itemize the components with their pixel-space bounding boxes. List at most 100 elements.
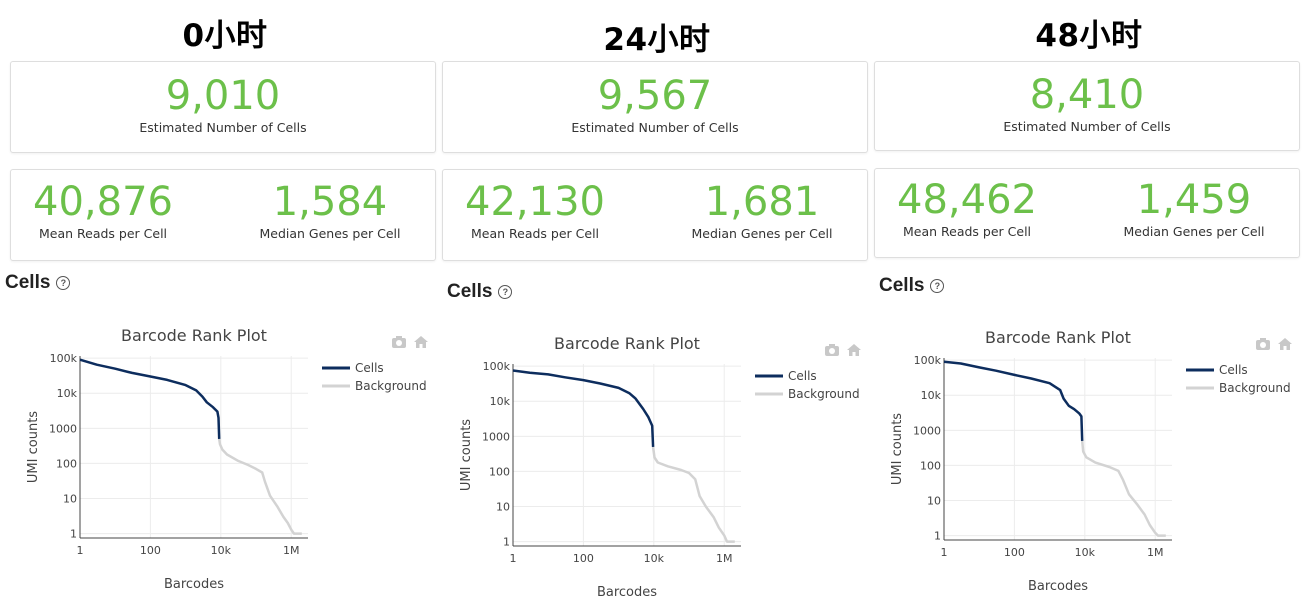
y-tick-label: 100k — [50, 352, 78, 365]
chart-title: Barcode Rank Plot — [985, 328, 1131, 347]
camera-top — [1260, 338, 1266, 341]
cells-section-title: Cells — [5, 272, 51, 293]
y-tick-label: 1000 — [49, 422, 77, 435]
legend-label-background: Background — [788, 387, 860, 401]
mean-reads-metric: 40,876 Mean Reads per Cell — [23, 180, 183, 241]
y-axis-label: UMI counts — [890, 413, 905, 485]
x-tick-label: 1 — [77, 544, 84, 557]
plot-area — [944, 358, 1172, 540]
x-tick-label: 1M — [283, 544, 300, 557]
y-tick-label: 1 — [70, 528, 77, 541]
series-line-cells — [512, 369, 655, 447]
y-tick-label: 1000 — [913, 424, 941, 437]
estimated-cells-value: 8,410 — [1029, 72, 1145, 118]
reads-genes-card: 48,462 Mean Reads per Cell 1,459 Median … — [874, 168, 1300, 258]
plot-area — [513, 364, 741, 546]
camera-icon[interactable] — [392, 336, 406, 348]
cells-section-header: Cells? — [5, 272, 71, 294]
x-axis-label: Barcodes — [164, 577, 224, 592]
y-tick-label: 10k — [490, 395, 511, 408]
estimated-cells-label: Estimated Number of Cells — [571, 120, 739, 135]
y-tick-label: 10 — [63, 493, 77, 506]
mean-reads-value: 42,130 — [465, 179, 605, 225]
reads-genes-card: 40,876 Mean Reads per Cell 1,584 Median … — [10, 169, 436, 261]
median-genes-metric: 1,584 Median Genes per Cell — [251, 180, 409, 241]
help-icon[interactable]: ? — [498, 284, 513, 299]
series-line-cells — [79, 358, 221, 439]
estimated-cells-metric: 9,567 Estimated Number of Cells — [443, 74, 867, 135]
timepoint-title: 48小时 — [1035, 18, 1143, 54]
median-genes-value: 1,459 — [1136, 177, 1252, 223]
reads-genes-card: 42,130 Mean Reads per Cell 1,681 Median … — [442, 169, 868, 261]
estimated-cells-label: Estimated Number of Cells — [139, 120, 307, 135]
camera-lens — [396, 340, 402, 346]
x-tick-label: 1 — [941, 546, 948, 559]
median-genes-label: Median Genes per Cell — [259, 226, 401, 241]
mean-reads-label: Mean Reads per Cell — [470, 226, 600, 241]
panel-0h: 0小时 9,010 Estimated Number of Cells 40,8… — [5, 0, 440, 608]
cells-section-title: Cells — [879, 275, 925, 296]
median-genes-metric: 1,681 Median Genes per Cell — [683, 180, 841, 241]
x-tick-label: 1M — [716, 552, 733, 565]
legend-label-cells: Cells — [1219, 363, 1248, 377]
cells-section-title: Cells — [447, 281, 493, 302]
x-tick-label: 100 — [140, 544, 161, 557]
estimated-cells-value: 9,010 — [165, 73, 281, 119]
y-tick-label: 100k — [914, 354, 942, 367]
legend-label-background: Background — [1219, 381, 1291, 395]
median-genes-value: 1,681 — [704, 179, 820, 225]
camera-top — [396, 336, 402, 339]
help-icon[interactable]: ? — [930, 278, 945, 293]
x-tick-label: 100 — [1004, 546, 1025, 559]
legend-label-cells: Cells — [355, 361, 384, 375]
home-shape — [1278, 338, 1292, 350]
camera-icon[interactable] — [825, 344, 839, 356]
y-tick-label: 100k — [483, 360, 511, 373]
y-axis-label: UMI counts — [26, 411, 41, 483]
x-tick-label: 10k — [1075, 546, 1096, 559]
cells-card: 9,010 Estimated Number of Cells — [10, 61, 436, 153]
y-tick-label: 100 — [489, 465, 510, 478]
home-icon[interactable] — [847, 344, 861, 356]
x-axis-label: Barcodes — [597, 585, 657, 600]
mean-reads-label: Mean Reads per Cell — [902, 224, 1032, 239]
home-icon[interactable] — [1278, 338, 1292, 350]
timepoint-title: 24小时 — [603, 22, 711, 58]
legend-label-background: Background — [355, 379, 427, 393]
timepoint-title: 0小时 — [182, 18, 268, 54]
camera-lens — [1260, 342, 1266, 348]
x-tick-label: 1 — [510, 552, 517, 565]
series-line-cells — [943, 360, 1084, 441]
y-tick-label: 100 — [920, 459, 941, 472]
home-icon[interactable] — [414, 336, 428, 348]
camera-icon[interactable] — [1256, 338, 1270, 350]
chart-title: Barcode Rank Plot — [554, 334, 700, 353]
mean-reads-metric: 48,462 Mean Reads per Cell — [887, 178, 1047, 239]
series-line-background — [1080, 440, 1166, 537]
mean-reads-label: Mean Reads per Cell — [38, 226, 168, 241]
panel-48h: 48小时 8,410 Estimated Number of Cells 48,… — [874, 0, 1304, 608]
chart-title: Barcode Rank Plot — [121, 326, 267, 345]
x-tick-label: 100 — [573, 552, 594, 565]
y-tick-label: 10 — [927, 495, 941, 508]
panel-24h: 24小时 9,567 Estimated Number of Cells 42,… — [442, 0, 872, 608]
y-tick-label: 1 — [503, 536, 510, 549]
mean-reads-metric: 42,130 Mean Reads per Cell — [455, 180, 615, 241]
estimated-cells-value: 9,567 — [597, 73, 713, 119]
x-axis-label: Barcodes — [1028, 579, 1088, 594]
y-axis-label: UMI counts — [459, 419, 474, 491]
median-genes-metric: 1,459 Median Genes per Cell — [1115, 178, 1273, 239]
home-shape — [414, 336, 428, 348]
mean-reads-value: 48,462 — [897, 177, 1037, 223]
cells-section-header: Cells? — [879, 275, 945, 297]
help-icon[interactable]: ? — [56, 275, 71, 290]
x-tick-label: 10k — [644, 552, 665, 565]
y-tick-label: 100 — [56, 457, 77, 470]
barcode-rank-plot: Barcode Rank Plot 1 10 100 1000 10k 100k 1 100 10… — [890, 328, 1292, 594]
cells-card: 9,567 Estimated Number of Cells — [442, 61, 868, 153]
camera-top — [829, 344, 835, 347]
barcode-rank-plot: Barcode Rank Plot 1 10 100 1000 10k 100k 1 100 10… — [26, 326, 428, 592]
estimated-cells-metric: 9,010 Estimated Number of Cells — [11, 74, 435, 135]
x-tick-label: 1M — [1147, 546, 1164, 559]
mean-reads-value: 40,876 — [33, 179, 173, 225]
